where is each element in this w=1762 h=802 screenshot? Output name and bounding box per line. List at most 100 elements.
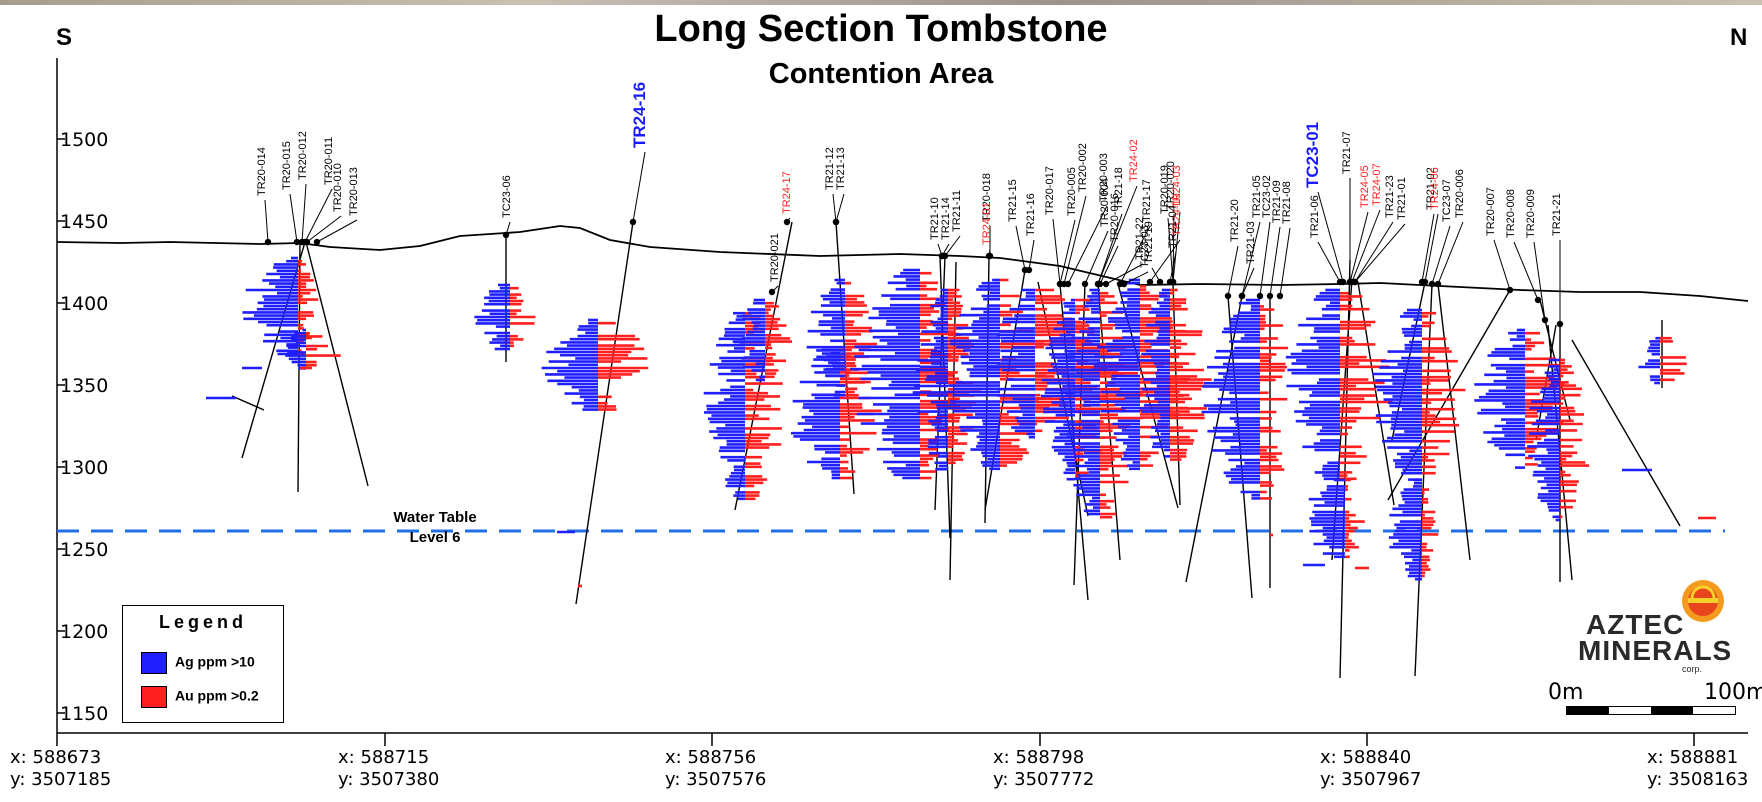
drill-collar-marker <box>629 218 637 226</box>
drill-hole-leader <box>1099 245 1119 285</box>
drill-hole-label: TR21-22 <box>1134 217 1146 260</box>
drill-hole-leader <box>289 193 298 243</box>
drill-hole-label: TR24-10 <box>1171 193 1183 236</box>
drill-collar-marker <box>1421 278 1429 286</box>
coordinate-northing: y: 3507380 <box>338 769 440 790</box>
drill-hole-label: TR21-14 <box>940 197 952 240</box>
drill-collar-marker <box>832 218 840 226</box>
drill-hole-label: TR21-18 <box>1113 167 1125 210</box>
drill-hole-label: TR24-16 <box>630 82 649 148</box>
drill-hole-leader <box>1317 241 1341 283</box>
coordinate-northing: y: 3507967 <box>1320 769 1422 790</box>
drill-hole-label: TR24-06 <box>1429 167 1441 210</box>
water-table-line2: Level 6 <box>409 529 461 546</box>
drill-collar-marker <box>1224 292 1232 300</box>
legend-swatch-au <box>141 686 167 708</box>
drill-hole-label: TC23-06 <box>501 175 513 218</box>
logo-word-aztec: AZTEC <box>1586 609 1685 640</box>
drill-collar-marker <box>1256 292 1264 300</box>
coordinate-label: x: 588798 y: 3507772 <box>993 747 1094 791</box>
drill-hole-leader <box>1172 211 1181 283</box>
drill-hole-leader <box>1259 221 1271 297</box>
drill-hole-label: TR21-12 <box>824 147 836 190</box>
drill-hole-label: TR21-08 <box>1281 181 1293 224</box>
drill-hole-leader <box>306 215 342 243</box>
drill-hole-label: TR20-021 <box>769 233 781 282</box>
y-axis-tick-label: 1400 <box>60 293 108 315</box>
legend-label-ag: Ag ppm >10 <box>175 653 255 670</box>
drill-hole-label: TR21-13 <box>835 147 847 190</box>
drill-hole-trace <box>939 255 951 539</box>
drill-hole-leader <box>1437 221 1464 285</box>
direction-north-label: N <box>1730 24 1748 51</box>
top-image-strip <box>0 0 1762 5</box>
drill-hole-leader <box>1067 205 1108 285</box>
drill-collar-marker <box>1146 278 1154 286</box>
coordinate-label: x: 588840 y: 3507967 <box>1320 747 1421 791</box>
drill-hole-leader <box>1084 230 1109 285</box>
drill-hole-trace <box>1437 283 1471 561</box>
drill-hole-label: TR21-03 <box>1245 221 1257 264</box>
drill-hole-label: TR21-11 <box>951 190 963 232</box>
drill-collar-marker <box>985 252 993 260</box>
drill-hole-label: TR21-02 <box>1425 167 1437 210</box>
drill-hole-label: TC23-03 <box>1139 225 1151 268</box>
drill-collar-marker <box>1534 296 1542 304</box>
drill-hole-label: TR24-01 <box>981 202 993 245</box>
drill-collar-marker <box>941 252 949 260</box>
drill-hole-leader <box>1279 227 1291 297</box>
drill-hole-label: TC23-07 <box>1441 179 1453 222</box>
legend-label-au: Au ppm >0.2 <box>175 687 259 704</box>
legend-item-ag: Ag ppm >10 <box>141 652 255 674</box>
page-title: Long Section Tombstone <box>654 8 1108 50</box>
legend-swatch-ag <box>141 652 167 674</box>
drill-hole-leader <box>1241 267 1255 297</box>
drill-hole-leader <box>1149 239 1181 283</box>
drill-hole-label: TR21-06 <box>1309 195 1321 238</box>
coordinate-easting: x: 588798 <box>993 747 1085 768</box>
drill-collar-marker <box>293 238 301 246</box>
drill-hole-label: TC23-01 <box>1303 122 1322 188</box>
drill-collar-marker <box>1556 320 1564 328</box>
drill-collar-marker <box>1506 286 1514 294</box>
drill-collar-marker <box>1541 316 1549 324</box>
drill-hole-leader <box>1063 195 1087 285</box>
scale-start-label: 0m <box>1548 680 1584 705</box>
drill-hole-leader <box>1493 239 1511 291</box>
drill-hole-leader <box>832 193 837 223</box>
drill-hole-label: TC23-02 <box>1261 175 1273 218</box>
drill-collar-marker <box>783 218 791 226</box>
drill-hole-label: TR21-10 <box>929 197 941 240</box>
drill-hole-label: TR20-014 <box>256 147 268 196</box>
drill-collar-marker <box>502 231 510 239</box>
drill-hole-label: TR20-004 <box>1099 178 1111 227</box>
drill-hole-label: TR20-002 <box>1077 143 1089 192</box>
logo-word-minerals: MINERALS <box>1578 635 1733 666</box>
drill-hole-leader <box>1227 245 1239 297</box>
drill-hole-trace <box>1185 295 1243 583</box>
drill-collar-marker <box>1434 280 1442 288</box>
drill-hole-label: TR20-003 <box>1098 153 1110 202</box>
drill-collar-marker <box>1276 292 1284 300</box>
drill-hole-leader <box>1241 221 1261 297</box>
coordinate-northing: y: 3507772 <box>993 769 1095 790</box>
coordinate-easting: x: 588881 <box>1647 747 1739 768</box>
drill-hole-leader <box>944 235 961 257</box>
drill-hole-leader <box>304 188 333 243</box>
coordinate-label: x: 588673 y: 3507185 <box>10 747 111 791</box>
drill-hole-leader <box>1354 223 1406 283</box>
drill-hole-trace <box>305 241 369 487</box>
y-axis-tick-label: 1250 <box>60 539 108 561</box>
drill-hole-label: TR24-07 <box>1371 163 1383 206</box>
scale-bar-graphic <box>1566 706 1736 715</box>
drill-hole-leader <box>316 219 358 243</box>
coordinate-northing: y: 3507185 <box>10 769 112 790</box>
drill-hole-leader <box>1097 213 1123 285</box>
drill-hole-leader <box>1533 241 1546 321</box>
drill-hole-label: TR24-05 <box>1359 165 1371 208</box>
drill-hole-label: TR20-009 <box>1525 189 1537 238</box>
drill-hole-label: TR20-010 <box>332 163 344 212</box>
drill-hole-trace <box>575 221 634 605</box>
drill-hole-label: TR20-012 <box>297 131 309 180</box>
